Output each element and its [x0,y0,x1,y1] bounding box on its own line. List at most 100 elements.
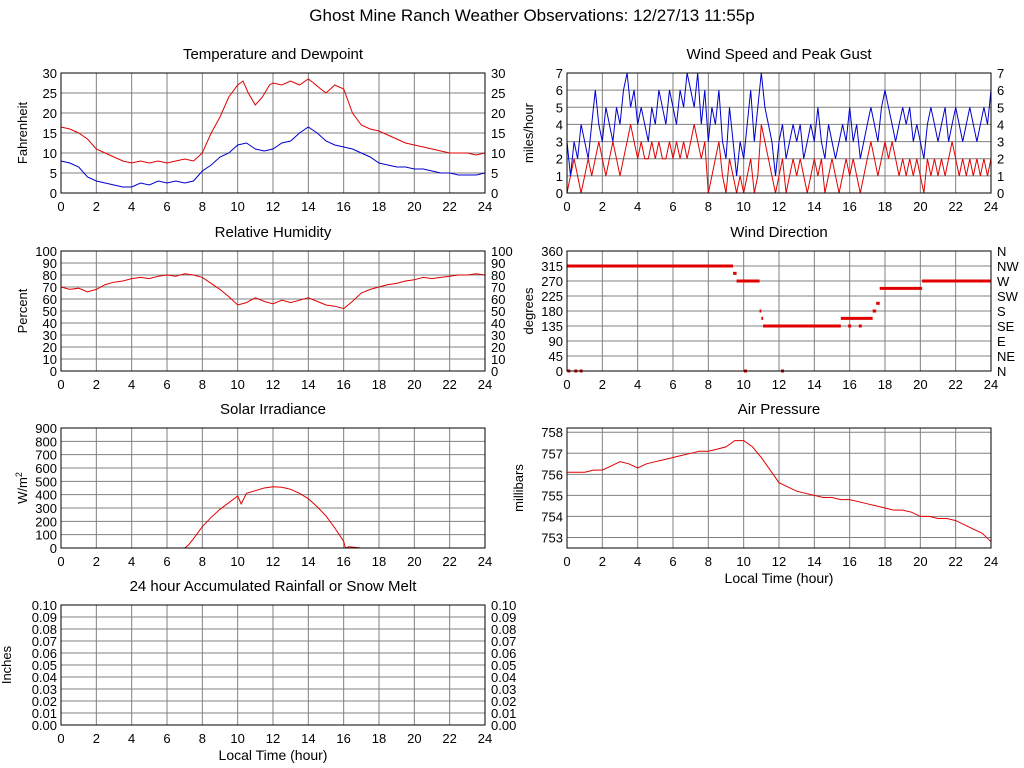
pressure-xtick-label: 18 [878,554,892,569]
direction-xtick-label: 16 [842,377,856,392]
wind-plot-frame [566,72,992,194]
wind-ytick-label: 7 [556,66,563,81]
rain-xtick-label: 16 [336,731,350,746]
temp-right-tick-label: 15 [491,126,505,141]
direction-right-tick-label: SW [997,289,1019,304]
humidity-ytick-label: 100 [35,244,57,259]
wind-ytick-label: 6 [556,83,563,98]
solar-xtick-label: 14 [301,554,315,569]
wind-xtick-label: 4 [634,199,641,214]
temp-xtick-label: 10 [230,199,244,214]
direction-ytick-label: 135 [541,319,563,334]
direction-xtick-label: 10 [736,377,750,392]
direction-plot-frame [566,250,992,372]
solar-xtick-label: 6 [163,554,170,569]
wind-right-tick-label: 6 [997,83,1004,98]
rain-xtick-label: 2 [93,731,100,746]
pressure-xtick-label: 12 [772,554,786,569]
wind-ytick-label: 5 [556,100,563,115]
temp-right-tick-label: 0 [491,186,498,201]
direction-point-5 [848,324,852,328]
solar-xtick-label: 16 [336,554,350,569]
humidity-ytick-label: 10 [43,352,57,367]
temp-xtick-label: 14 [301,199,315,214]
solar-ytick-label: 400 [35,488,57,503]
rain-right-tick-label: 0.06 [491,646,516,661]
temp-ytick-label: 0 [50,186,57,201]
pressure-xtick-label: 22 [948,554,962,569]
rain-xtick-label: 8 [199,731,206,746]
direction-right-tick-label: W [997,274,1010,289]
direction-ylabel: degrees [521,287,536,334]
rain-right-tick-label: 0.03 [491,682,516,697]
direction-point-6 [858,324,862,328]
rain-right-tick-label: 0.07 [491,634,516,649]
wind-xtick-label: 22 [948,199,962,214]
temp-xtick-label: 16 [336,199,350,214]
wind-xtick-label: 0 [563,199,570,214]
humidity-ytick-label: 0 [50,364,57,379]
humidity-right-tick-label: 10 [491,352,505,367]
direction-xtick-label: 20 [913,377,927,392]
solar-ytick-label: 900 [35,421,57,436]
page-title: Ghost Mine Ranch Weather Observations: 1… [309,6,755,25]
direction-right-tick-label: N [997,244,1006,259]
solar-xtick-label: 12 [266,554,280,569]
rain-title: 24 hour Accumulated Rainfall or Snow Mel… [130,578,418,595]
pressure-xtick-label: 8 [705,554,712,569]
rain-ytick-label: 0.09 [32,610,57,625]
humidity-series-0 [60,273,486,310]
humidity-xtick-label: 12 [266,377,280,392]
pressure-xtick-label: 14 [807,554,821,569]
temp-right-tick-label: 10 [491,146,505,161]
direction-ytick-label: 0 [556,364,563,379]
temp-ytick-label: 5 [50,166,57,181]
direction-right-tick-label: E [997,334,1006,349]
humidity-right-tick-label: 70 [491,280,505,295]
solar-xtick-label: 18 [372,554,386,569]
pressure-xtick-label: 20 [913,554,927,569]
temp-xtick-label: 22 [442,199,456,214]
solar-xtick-label: 0 [57,554,64,569]
humidity-xtick-label: 2 [93,377,100,392]
rain-ytick-label: 0.04 [32,670,57,685]
rain-plot-frame [60,604,486,726]
humidity-ytick-label: 50 [43,304,57,319]
direction-xtick-label: 8 [705,377,712,392]
direction-right-tick-label: NW [997,259,1019,274]
wind-xtick-label: 10 [736,199,750,214]
temp-xtick-label: 12 [266,199,280,214]
temp-right-tick-label: 5 [491,166,498,181]
direction-right-tick-label: N [997,364,1006,379]
humidity-xtick-label: 22 [442,377,456,392]
wind-right-tick-label: 3 [997,135,1004,150]
rain-right-tick-label: 0.02 [491,694,516,709]
solar-title: Solar Irradiance [220,401,326,418]
wind-right-tick-label: 2 [997,152,1004,167]
direction-ytick-label: 270 [541,274,563,289]
pressure-xtick-label: 0 [563,554,570,569]
wind-ytick-label: 0 [556,186,563,201]
rain-ytick-label: 0.00 [32,718,57,733]
temp-ytick-label: 25 [43,86,57,101]
temp-xtick-label: 20 [407,199,421,214]
wind-xtick-label: 16 [842,199,856,214]
wind-xtick-label: 8 [705,199,712,214]
temp-right-tick-label: 25 [491,86,505,101]
temp-xtick-label: 0 [57,199,64,214]
direction-ytick-label: 225 [541,289,563,304]
pressure-xtick-label: 4 [634,554,641,569]
temp-ytick-label: 15 [43,126,57,141]
rain-right-tick-label: 0.05 [491,658,516,673]
direction-xtick-label: 12 [772,377,786,392]
rain-ytick-label: 0.08 [32,622,57,637]
humidity-xtick-label: 18 [372,377,386,392]
direction-ytick-label: 180 [541,304,563,319]
humidity-right-tick-label: 20 [491,340,505,355]
pressure-ytick-label: 755 [541,488,563,503]
solar-ytick-label: 800 [35,434,57,449]
